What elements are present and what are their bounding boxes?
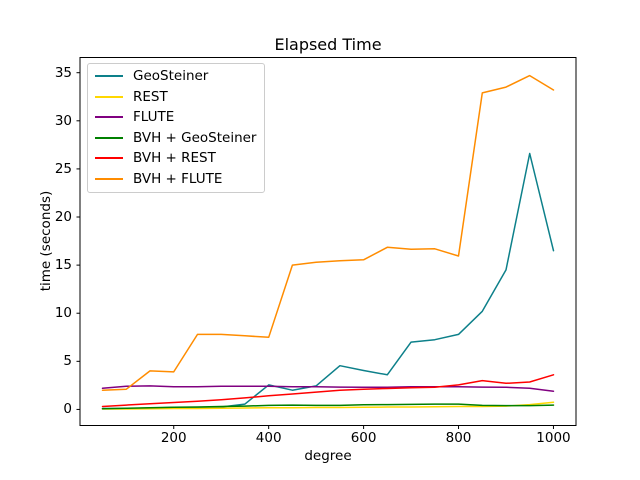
legend-item: GeoSteiner xyxy=(88,66,264,87)
x-axis-label: degree xyxy=(304,448,352,464)
legend-swatch xyxy=(95,116,123,119)
y-tick-label: 15 xyxy=(54,257,72,274)
y-tick-label: 0 xyxy=(63,401,72,418)
chart-title: Elapsed Time xyxy=(274,35,382,54)
y-tick-label: 30 xyxy=(54,112,72,129)
series-line-flute xyxy=(101,385,555,392)
x-tick-label: 400 xyxy=(255,430,282,446)
axes-spines xyxy=(79,57,577,426)
legend-swatch xyxy=(95,75,123,78)
legend-label: BVH + REST xyxy=(133,150,216,167)
legend-swatch xyxy=(95,95,123,98)
legend-label: BVH + FLUTE xyxy=(133,170,223,187)
legend-label: BVH + GeoSteiner xyxy=(133,129,257,146)
legend-swatch xyxy=(95,157,123,160)
y-tick-label: 35 xyxy=(54,64,72,81)
legend-label: GeoSteiner xyxy=(133,68,209,85)
y-tick-label: 5 xyxy=(63,353,72,370)
legend-label: FLUTE xyxy=(133,109,175,126)
y-tick-label: 25 xyxy=(54,160,72,177)
legend-item: REST xyxy=(88,87,264,108)
y-tick-label: 10 xyxy=(54,305,72,322)
legend-item: FLUTE xyxy=(88,107,264,128)
series-line-bvh-flute xyxy=(101,74,555,391)
series-line-rest xyxy=(101,401,555,410)
x-tick-label: 800 xyxy=(445,430,472,446)
x-tick-label: 200 xyxy=(160,430,187,446)
series-line-bvh-rest xyxy=(101,374,555,408)
y-axis-label: time (seconds) xyxy=(38,190,54,292)
legend: GeoSteiner REST FLUTE BVH + GeoSteiner BVH +… xyxy=(87,63,265,193)
legend-swatch xyxy=(95,136,123,139)
legend-item: BVH + GeoSteiner xyxy=(88,128,264,149)
legend-item: BVH + FLUTE xyxy=(88,169,264,190)
legend-item: BVH + REST xyxy=(88,148,264,169)
legend-label: REST xyxy=(133,88,168,105)
series-line-bvh-geosteiner xyxy=(101,403,555,410)
legend-swatch xyxy=(95,177,123,180)
y-tick-label: 20 xyxy=(54,209,72,225)
x-tick-label: 600 xyxy=(350,430,377,446)
x-tick-label: 1000 xyxy=(536,430,571,446)
